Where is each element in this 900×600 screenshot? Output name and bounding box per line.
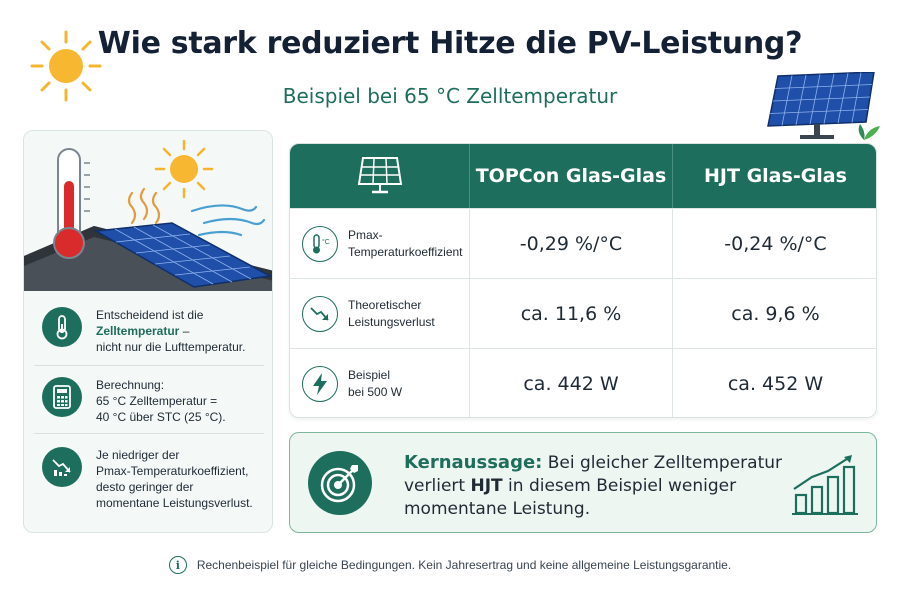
key-message-bold: HJT <box>470 476 503 496</box>
declining-chart-icon <box>42 447 82 487</box>
info-text-dash: – <box>179 324 190 338</box>
solar-panel-illustration <box>756 71 886 144</box>
column-header-topcon: TOPCon Glas-Glas <box>470 144 673 208</box>
coef-line3: desto geringer der <box>96 480 194 494</box>
coef-line4: momentane Leistungsverlust. <box>96 496 253 510</box>
table-row: Beispiel bei 500 W ca. 442 W ca. 452 W <box>290 348 876 417</box>
page-subtitle: Beispiel bei 65 °C Zelltemperatur <box>282 84 618 108</box>
thermometer-celsius-icon: °C <box>302 226 338 262</box>
cell-topcon-loss: ca. 11,6 % <box>470 279 673 349</box>
table-header: TOPCon Glas-Glas HJT Glas-Glas <box>290 144 876 208</box>
lightning-icon <box>302 366 338 402</box>
target-icon <box>308 451 372 515</box>
row-label-line1: Beispiel <box>348 368 391 382</box>
key-message-part2: in diesem Beispiel weniger momentane Lei… <box>404 476 737 519</box>
info-text-line1: Entscheidend ist die <box>96 308 204 322</box>
calculator-icon <box>42 377 82 417</box>
trend-down-icon <box>302 296 338 332</box>
coef-line2: Pmax-Temperaturkoeffizient, <box>96 464 249 478</box>
thermometer-icon <box>42 307 82 347</box>
info-item-berechnung: Berechnung: 65 °C Zelltemperatur = 40 °C… <box>24 377 272 425</box>
page-title: Wie stark reduziert Hitze die PV-Leistun… <box>97 26 803 61</box>
calc-line3: 40 °C über STC (25 °C). <box>96 410 226 424</box>
row-label-line1: Theoretischer <box>348 298 422 312</box>
info-item-koeffizient: Je niedriger der Pmax-Temperaturkoeffizi… <box>24 447 272 511</box>
info-item-zelltemperatur: Entscheidend ist die Zelltemperatur – ni… <box>24 307 272 355</box>
key-message-text: Kernaussage: Bei gleicher Zelltemperatur… <box>404 451 784 521</box>
info-highlight: Zelltemperatur <box>96 324 180 338</box>
cell-hjt-coefficient: -0,24 %/°C <box>724 233 827 255</box>
cell-topcon-coefficient: -0,29 %/°C <box>470 209 673 279</box>
row-label-line2: Leistungsverlust <box>348 315 435 329</box>
divider <box>34 433 264 434</box>
sun-icon <box>28 28 104 104</box>
calc-line1: Berechnung: <box>96 378 165 392</box>
coef-line1: Je niedriger der <box>96 448 180 462</box>
footer-text: Rechenbeispiel für gleiche Bedingungen. … <box>196 558 732 572</box>
roof-heat-illustration <box>24 131 272 291</box>
row-label-line1: Pmax- <box>348 228 383 242</box>
row-label-line2: Temperaturkoeffizient <box>348 245 463 259</box>
cell-topcon-power: ca. 442 W <box>470 349 673 417</box>
info-sidebar: Entscheidend ist die Zelltemperatur – ni… <box>23 130 273 533</box>
solar-panel-icon <box>290 144 470 208</box>
row-label-line2: bei 500 W <box>348 385 403 399</box>
svg-text:°C: °C <box>322 238 330 246</box>
growth-chart-icon <box>790 453 860 517</box>
table-row: Theoretischer Leistungsverlust ca. 11,6 … <box>290 278 876 349</box>
comparison-table: TOPCon Glas-Glas HJT Glas-Glas °C Pmax- … <box>289 143 877 418</box>
cell-hjt-loss: ca. 9,6 % <box>731 303 820 325</box>
column-header-hjt: HJT Glas-Glas <box>704 165 847 187</box>
footer-note: i Rechenbeispiel für gleiche Bedingungen… <box>0 556 900 574</box>
key-message-card: Kernaussage: Bei gleicher Zelltemperatur… <box>289 432 877 533</box>
calc-line2: 65 °C Zelltemperatur = <box>96 394 218 408</box>
table-row: °C Pmax- Temperaturkoeffizient -0,29 %/°… <box>290 208 876 279</box>
key-message-heading: Kernaussage: <box>404 452 543 473</box>
info-icon: i <box>168 556 187 574</box>
cell-hjt-power: ca. 452 W <box>727 373 824 395</box>
divider <box>34 365 264 366</box>
key-message-part1: Bei gleicher Zelltemperatur verliert <box>404 453 783 496</box>
info-text-line3: nicht nur die Lufttemperatur. <box>96 340 246 354</box>
